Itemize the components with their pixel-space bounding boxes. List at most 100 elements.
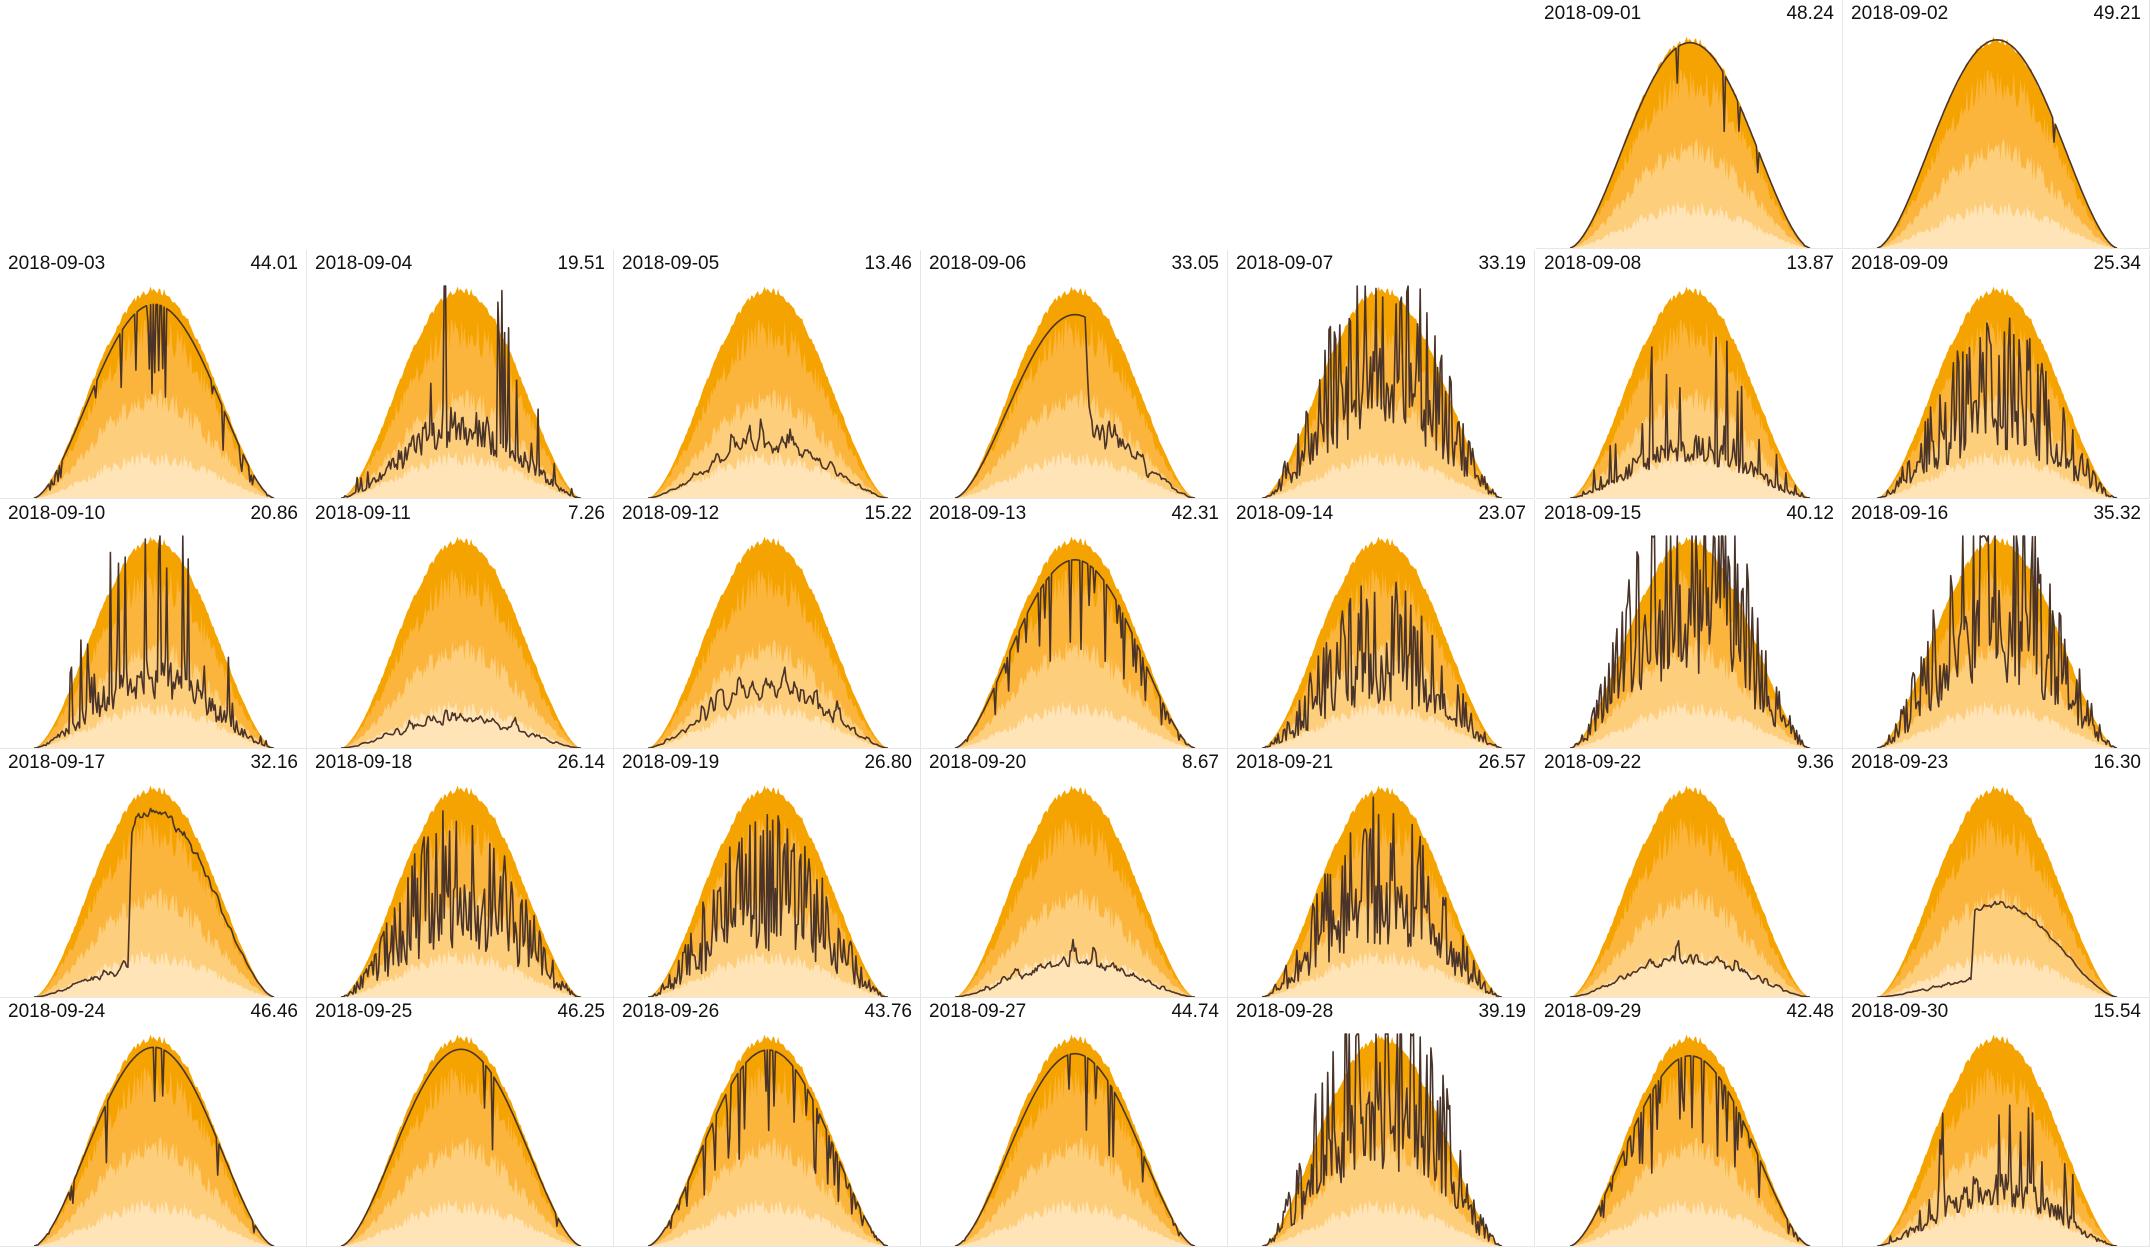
day-panel: 2018-09-20 8.67	[921, 749, 1228, 998]
day-date-label: 2018-09-20	[929, 752, 1027, 773]
day-panel: 2018-09-05 13.46	[614, 250, 921, 499]
band-p50-area	[955, 639, 1195, 748]
band-p50-area	[648, 1137, 888, 1246]
band-p50-area	[1262, 639, 1502, 748]
day-chart	[1261, 1033, 1503, 1246]
band-p25-area	[1262, 450, 1502, 498]
day-panel: 2018-09-03 44.01	[0, 250, 307, 499]
actual-output-line	[1569, 940, 1811, 997]
day-chart	[1876, 36, 2118, 248]
day-panel: 2018-09-13 42.31	[921, 500, 1228, 749]
band-p50-area	[34, 888, 274, 997]
band-p25-area	[341, 700, 581, 748]
actual-output-line	[1261, 796, 1503, 997]
day-total-value: 48.24	[1786, 3, 1834, 24]
actual-output-line	[1876, 1104, 2118, 1246]
band-p50-area	[1262, 1137, 1502, 1246]
day-panel: 2018-09-25 46.25	[307, 998, 614, 1247]
day-total-value: 23.07	[1478, 503, 1526, 524]
day-panel: 2018-09-15 40.12	[1536, 500, 1843, 749]
band-p50-area	[1570, 139, 1810, 248]
actual-output-line	[1261, 581, 1503, 748]
day-chart	[647, 785, 889, 997]
actual-output-line	[954, 559, 1196, 748]
band-p25-area	[1570, 949, 1810, 997]
day-chart	[647, 536, 889, 748]
actual-output-line	[1876, 317, 2118, 498]
day-chart	[340, 285, 582, 498]
day-date-label: 2018-09-21	[1236, 752, 1334, 773]
band-p25-area	[1877, 1198, 2117, 1246]
day-date-label: 2018-09-06	[929, 253, 1027, 274]
day-total-value: 35.32	[2093, 503, 2141, 524]
band-p25-area	[341, 949, 581, 997]
day-panel: 2018-09-08 13.87	[1536, 250, 1843, 499]
day-date-label: 2018-09-29	[1544, 1001, 1642, 1022]
actual-output-line	[340, 810, 582, 997]
day-chart	[1261, 785, 1503, 997]
band-p25-area	[341, 1198, 581, 1246]
day-date-label: 2018-09-07	[1236, 253, 1334, 274]
day-total-value: 15.22	[864, 503, 912, 524]
band-p25-area	[955, 1198, 1195, 1246]
day-chart	[33, 785, 275, 997]
day-date-label: 2018-09-17	[8, 752, 106, 773]
band-p25-area	[1570, 1198, 1810, 1246]
day-chart	[340, 1034, 582, 1246]
day-total-value: 49.21	[2093, 3, 2141, 24]
band-p50-area	[341, 389, 581, 498]
day-panel: 2018-09-19 26.80	[614, 749, 921, 998]
day-date-label: 2018-09-09	[1851, 253, 1949, 274]
band-p50-area	[1262, 888, 1502, 997]
day-date-label: 2018-09-23	[1851, 752, 1949, 773]
band-p50-area	[648, 639, 888, 748]
day-chart	[1876, 286, 2118, 498]
band-p25-area	[34, 700, 274, 748]
day-chart	[954, 1034, 1196, 1246]
band-p50-area	[341, 1137, 581, 1246]
day-total-value: 25.34	[2093, 253, 2141, 274]
band-p25-area	[648, 450, 888, 498]
day-date-label: 2018-09-12	[622, 503, 720, 524]
band-p25-area	[1262, 949, 1502, 997]
band-p25-area	[341, 450, 581, 498]
band-p25-area	[955, 450, 1195, 498]
band-p50-area	[341, 888, 581, 997]
day-chart	[1261, 536, 1503, 748]
day-chart	[954, 286, 1196, 498]
day-panel: 2018-09-18 26.14	[307, 749, 614, 998]
day-chart	[33, 535, 275, 748]
day-date-label: 2018-09-25	[315, 1001, 413, 1022]
day-total-value: 19.51	[557, 253, 605, 274]
day-total-value: 8.67	[1182, 752, 1219, 773]
day-chart	[1261, 285, 1503, 498]
day-chart	[647, 1034, 889, 1246]
band-p25-area	[1877, 450, 2117, 498]
day-total-value: 42.48	[1786, 1001, 1834, 1022]
actual-output-line	[647, 418, 889, 498]
day-chart	[1876, 535, 2118, 748]
day-date-label: 2018-09-24	[8, 1001, 106, 1022]
actual-output-line	[954, 938, 1196, 997]
day-panel: 2018-09-16 35.32	[1843, 500, 2150, 749]
actual-output-line	[340, 285, 582, 498]
band-p50-area	[1262, 389, 1502, 498]
day-chart	[1569, 785, 1811, 997]
actual-output-line	[954, 1052, 1196, 1246]
day-total-value: 40.12	[1786, 503, 1834, 524]
day-total-value: 26.57	[1478, 752, 1526, 773]
day-date-label: 2018-09-18	[315, 752, 413, 773]
day-chart	[1876, 1034, 2118, 1246]
day-panel: 2018-09-09 25.34	[1843, 250, 2150, 499]
day-panel: 2018-09-11 7.26	[307, 500, 614, 749]
actual-output-line	[33, 807, 275, 997]
actual-output-line	[647, 666, 889, 748]
day-panel: 2018-09-14 23.07	[1228, 500, 1535, 749]
band-p25-area	[34, 450, 274, 498]
actual-output-line	[1877, 900, 2118, 997]
day-date-label: 2018-09-22	[1544, 752, 1642, 773]
actual-output-line	[1569, 41, 1811, 248]
day-date-label: 2018-09-15	[1544, 503, 1642, 524]
day-total-value: 7.26	[568, 503, 605, 524]
band-p50-area	[955, 1137, 1195, 1246]
